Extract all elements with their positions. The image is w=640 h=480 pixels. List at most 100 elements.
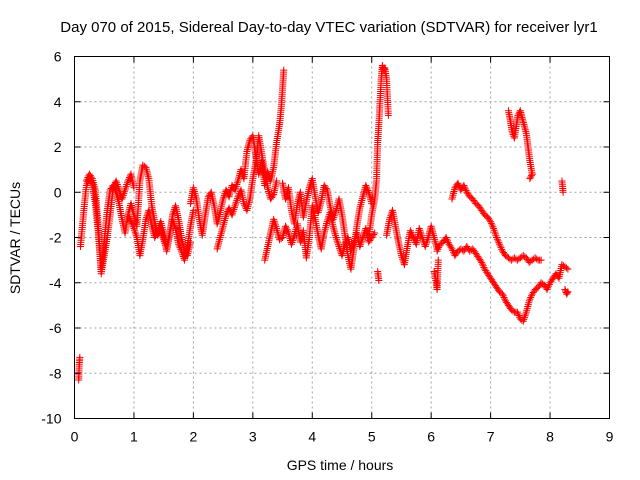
data-point — [398, 253, 406, 261]
data-point — [563, 289, 571, 297]
data-point — [289, 235, 297, 243]
data-point — [230, 205, 238, 213]
data-point — [233, 179, 241, 187]
data-point — [356, 241, 364, 249]
data-point — [418, 234, 426, 241]
data-point — [282, 224, 290, 232]
data-point — [358, 237, 366, 245]
data-point — [271, 221, 279, 229]
data-point — [496, 240, 504, 248]
data-point — [491, 230, 499, 238]
data-point — [151, 234, 159, 241]
data-point — [331, 208, 339, 216]
y-tick-label: 4 — [54, 94, 62, 110]
data-point — [444, 237, 452, 245]
data-point — [332, 234, 340, 241]
data-point — [232, 184, 240, 192]
data-point — [228, 211, 236, 219]
data-point — [237, 166, 245, 174]
data-point — [526, 175, 534, 183]
data-point — [479, 262, 487, 270]
data-point — [152, 230, 160, 238]
data-point — [234, 193, 242, 201]
data-point — [283, 226, 291, 234]
data-point — [232, 198, 240, 206]
data-point — [537, 256, 545, 264]
data-point — [222, 211, 230, 219]
data-point — [359, 234, 367, 241]
data-point — [128, 219, 136, 227]
data-point — [269, 192, 277, 200]
x-tick-label: 4 — [308, 429, 316, 445]
data-point — [416, 228, 424, 236]
data-point — [491, 228, 499, 236]
data-point — [120, 188, 128, 196]
data-point — [559, 188, 567, 196]
data-point — [175, 240, 183, 248]
y-tick-label: -4 — [49, 275, 62, 291]
data-point — [122, 184, 130, 192]
data-point — [363, 183, 371, 191]
data-point — [461, 183, 469, 191]
data-point — [480, 263, 488, 271]
x-tick-label: 7 — [487, 429, 495, 445]
axis-ticks: 0 1 2 3 4 5 6 7 8 9 -10 -8 -6 -4 -2 0 2 4 6 — [41, 49, 613, 445]
data-point — [111, 185, 119, 193]
data-point — [240, 200, 248, 208]
data-point — [83, 175, 91, 183]
data-point — [233, 195, 241, 203]
data-points — [75, 62, 572, 384]
data-point — [175, 242, 183, 250]
data-point — [131, 228, 139, 236]
data-point — [443, 235, 451, 243]
data-point — [492, 232, 500, 240]
data-point — [358, 235, 366, 243]
data-point — [493, 235, 501, 243]
data-point — [527, 172, 535, 180]
data-point — [460, 181, 468, 189]
data-point — [238, 167, 246, 175]
data-point — [533, 255, 541, 263]
data-point — [282, 222, 290, 230]
data-point — [564, 288, 572, 296]
data-point — [486, 216, 494, 224]
y-tick-label: 2 — [54, 139, 62, 155]
data-point — [418, 232, 426, 240]
data-point — [501, 295, 509, 303]
data-point — [87, 173, 95, 181]
data-point — [497, 244, 505, 252]
data-point — [113, 179, 121, 187]
data-point — [306, 182, 314, 190]
data-point — [409, 234, 417, 241]
x-tick-label: 1 — [130, 429, 138, 445]
data-point — [126, 216, 134, 224]
y-axis-label: SDTVAR / TECUs — [7, 182, 23, 294]
data-point — [528, 170, 536, 178]
data-point — [545, 280, 553, 288]
data-point — [490, 224, 498, 232]
data-point — [151, 232, 159, 240]
data-point — [362, 181, 370, 189]
data-point — [527, 173, 535, 181]
data-point — [305, 184, 313, 192]
data-point — [421, 243, 429, 251]
data-point — [448, 245, 456, 253]
data-point — [520, 314, 528, 322]
data-point — [231, 186, 239, 194]
data-point — [384, 111, 392, 119]
data-point — [499, 290, 506, 298]
data-point — [487, 218, 495, 226]
data-point — [334, 239, 342, 247]
data-point — [527, 293, 535, 301]
data-point — [124, 211, 132, 219]
data-point — [434, 256, 442, 264]
data-point — [122, 182, 130, 190]
data-point — [386, 214, 394, 222]
data-point — [454, 179, 462, 187]
data-point — [490, 226, 498, 234]
data-point — [132, 230, 140, 238]
data-point — [280, 66, 288, 74]
data-point — [219, 195, 227, 203]
data-point — [455, 181, 463, 189]
data-point — [123, 179, 131, 187]
